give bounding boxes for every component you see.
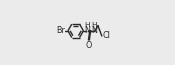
Text: Cl: Cl <box>102 31 110 40</box>
Text: H: H <box>92 22 97 28</box>
Text: O: O <box>86 41 92 50</box>
Text: H: H <box>84 22 90 28</box>
Text: N: N <box>91 26 97 35</box>
Text: N: N <box>84 26 90 35</box>
Text: Br: Br <box>56 26 65 35</box>
